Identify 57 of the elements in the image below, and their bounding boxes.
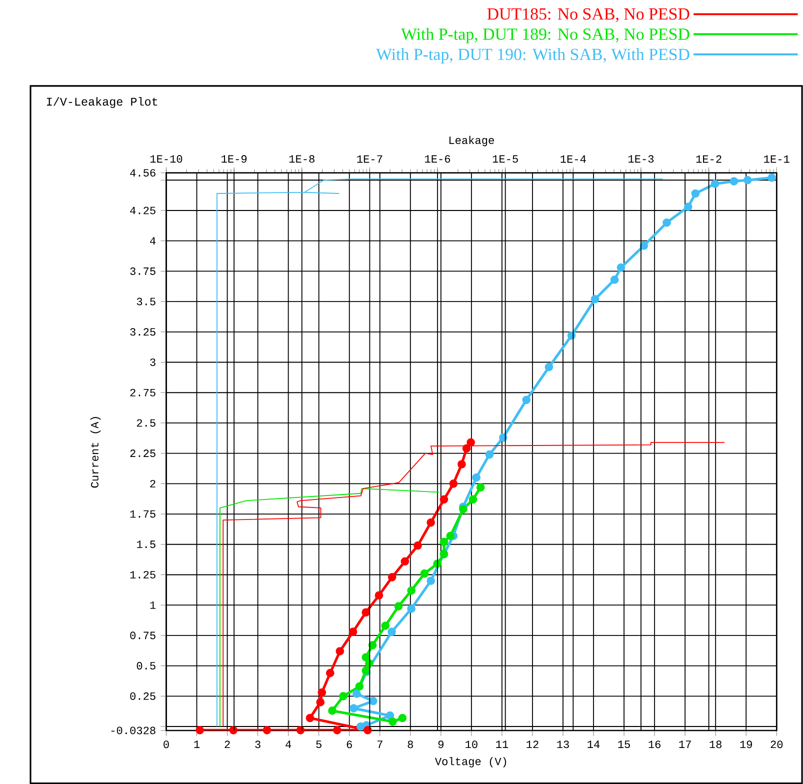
- y-tick-label: 2.25: [130, 449, 156, 457]
- x-tick-label: 20: [770, 740, 783, 748]
- x-tick-label: 10: [466, 740, 478, 748]
- x-tick-label: 2: [224, 740, 230, 748]
- x-tick-label: 12: [526, 740, 538, 748]
- text: With P-tap, DUT 189: No SAB, No PESD: [401, 28, 690, 44]
- y-tick-label: 4: [150, 237, 156, 244]
- x-tick-label: 17: [679, 740, 691, 748]
- y-tick-label: 1.5: [136, 540, 156, 548]
- y-tick-label: 3.75: [130, 267, 156, 275]
- x-tick-label: 4: [286, 740, 292, 748]
- x-tick-label: 8: [408, 740, 414, 748]
- x-tick-label: 6: [346, 740, 352, 748]
- x2-tick-label: 1E-10: [150, 155, 182, 163]
- y-tick-label: 3.25: [130, 328, 156, 336]
- x-tick-label: 11: [496, 740, 508, 748]
- x-tick-label: 9: [438, 740, 444, 748]
- text: With P-tap, DUT 190: With SAB, With PESD: [376, 48, 690, 64]
- y-tick-label: 2.75: [130, 388, 156, 396]
- x-tick-label: 16: [648, 740, 660, 748]
- x2-tick-label: 1E-1: [764, 155, 790, 163]
- y-axis-title: Current (A): [90, 416, 101, 488]
- y-tick-label: 0.25: [130, 692, 156, 700]
- x2-tick-label: 1E-5: [492, 155, 518, 163]
- x2-tick-label: 1E-8: [289, 155, 314, 163]
- text: DUT185: No SAB, No PESD: [487, 8, 690, 22]
- x2-tick-label: 1E-3: [628, 155, 654, 163]
- x-tick-label: 1: [194, 740, 200, 748]
- x-tick-label: 18: [710, 740, 722, 748]
- x2-tick-label: 1E-4: [560, 155, 586, 163]
- x2-axis-title: Leakage: [449, 136, 494, 146]
- y-tick-label: 1.25: [130, 570, 156, 578]
- chart-title: I/V-Leakage Plot: [47, 96, 158, 108]
- y-tick-label: 2: [150, 480, 156, 488]
- y-tick-label: 0.5: [136, 662, 156, 670]
- x2-tick-label: 1E-7: [357, 155, 382, 163]
- x-tick-label: 7: [377, 740, 382, 748]
- y-tick-label: 3: [150, 358, 156, 366]
- y-tick-label: -0.0328: [111, 726, 156, 734]
- y-tick-label: 1: [150, 601, 156, 609]
- y-tick-label: 2.5: [136, 419, 156, 427]
- y-tick-label: 4.56: [130, 168, 156, 177]
- x2-tick-label: 1E-9: [222, 155, 247, 163]
- y-tick-label: 4.25: [130, 206, 156, 214]
- x-tick-label: 14: [588, 740, 600, 748]
- x-tick-label: 5: [316, 740, 322, 748]
- x-tick-label: 13: [557, 740, 569, 748]
- x-tick-label: 3: [255, 740, 260, 748]
- x-tick-label: 19: [740, 740, 752, 748]
- x-axis-title: Voltage (V): [434, 757, 506, 768]
- y-tick-label: 1.75: [130, 510, 156, 518]
- x2-tick-label: 1E-6: [425, 155, 450, 163]
- x-tick-label: 0: [164, 740, 169, 748]
- x2-tick-label: 1E-2: [696, 155, 722, 163]
- y-tick-label: 0.75: [130, 632, 156, 640]
- y-tick-label: 3.5: [136, 298, 156, 306]
- x-tick-label: 15: [618, 740, 630, 748]
